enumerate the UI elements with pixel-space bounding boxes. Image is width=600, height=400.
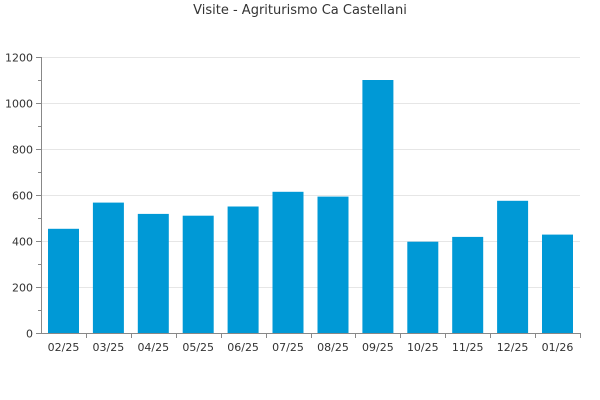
axes — [36, 57, 581, 338]
x-tick-label: 01/26 — [542, 341, 574, 354]
x-tick-label: 12/25 — [497, 341, 529, 354]
grid-lines — [41, 57, 580, 288]
tick-labels: 0 200 400 600 800 1000 1200 02/25 03/25 04/25 05/2… — [5, 52, 573, 355]
bar-04-25 — [137, 213, 169, 333]
x-tick-label: 07/25 — [272, 341, 304, 354]
bar-05-25 — [182, 215, 214, 333]
bars — [48, 80, 573, 334]
y-tick-label: 600 — [12, 190, 33, 203]
y-tick-label: 0 — [26, 328, 33, 341]
bar-10-25 — [407, 241, 439, 333]
x-tick-label: 04/25 — [137, 341, 169, 354]
bar-02-25 — [48, 228, 79, 333]
x-tick-label: 03/25 — [93, 341, 125, 354]
x-tick-label: 08/25 — [317, 341, 349, 354]
x-tick-label: 06/25 — [227, 341, 259, 354]
bar-11-25 — [452, 236, 484, 333]
bar-03-25 — [92, 202, 124, 333]
bar-08-25 — [317, 196, 349, 333]
bar-12-25 — [497, 200, 529, 334]
y-tick-label: 1000 — [5, 98, 33, 111]
bar-07-25 — [272, 191, 304, 333]
y-tick-label: 1200 — [5, 52, 33, 65]
bar-01-26 — [542, 234, 573, 333]
y-tick-label: 800 — [12, 144, 33, 157]
x-tick-label: 11/25 — [452, 341, 484, 354]
chart-title: Visite - Agriturismo Ca Castellani — [193, 3, 407, 18]
x-tick-label: 02/25 — [48, 341, 80, 354]
y-tick-label: 400 — [12, 236, 33, 249]
x-tick-label: 10/25 — [407, 341, 439, 354]
x-tick-label: 05/25 — [182, 341, 214, 354]
bar-06-25 — [227, 206, 259, 333]
x-tick-label: 09/25 — [362, 341, 394, 354]
y-tick-label: 200 — [12, 282, 33, 295]
bar-09-25 — [362, 80, 394, 333]
